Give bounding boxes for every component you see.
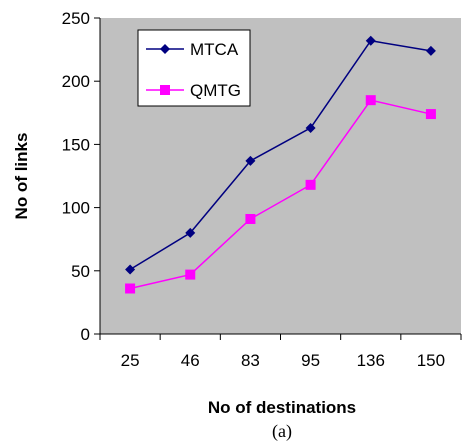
y-axis-title: No of links [12,133,31,220]
y-axis: 0 50 100 150 200 250 [62,9,101,344]
data-point-mtca [185,227,196,238]
legend-marker-mtca [160,44,170,54]
data-point-mtca [245,155,256,166]
x-tick-label: 136 [357,351,385,370]
series-line-mtca [129,39,432,271]
y-tick-label: 250 [62,9,90,28]
legend-marker-qmtg [160,85,170,95]
x-tick-label: 83 [241,351,260,370]
series-line-qmtg [129,99,432,290]
x-tick-label: 25 [121,351,140,370]
data-point-mtca [125,264,136,275]
data-point-qmtg [245,213,256,224]
legend-label-qmtg: QMTG [190,81,241,100]
x-tick-label: 95 [301,351,320,370]
x-tick-label: 46 [181,351,200,370]
figure-caption: (a) [272,421,292,442]
data-point-qmtg [425,109,436,120]
x-axis-title: No of destinations [208,398,356,417]
series-layer [125,35,436,294]
y-tick-label: 200 [62,72,90,91]
data-point-mtca [305,122,316,133]
y-tick-label: 100 [62,199,90,218]
legend-label-mtca: MTCA [190,40,239,59]
data-point-mtca [365,35,376,46]
data-point-qmtg [125,283,136,294]
legend: MTCA QMTG [137,29,251,107]
y-tick-label: 50 [71,262,90,281]
data-point-qmtg [305,179,316,190]
x-axis: 25 46 83 95 136 150 [99,333,462,370]
data-point-mtca [425,45,436,56]
x-tick-label: 150 [417,351,445,370]
data-point-qmtg [365,95,376,106]
y-tick-label: 150 [62,135,90,154]
legend-box [137,29,251,107]
y-tick-label: 0 [81,325,90,344]
data-point-qmtg [185,269,196,280]
